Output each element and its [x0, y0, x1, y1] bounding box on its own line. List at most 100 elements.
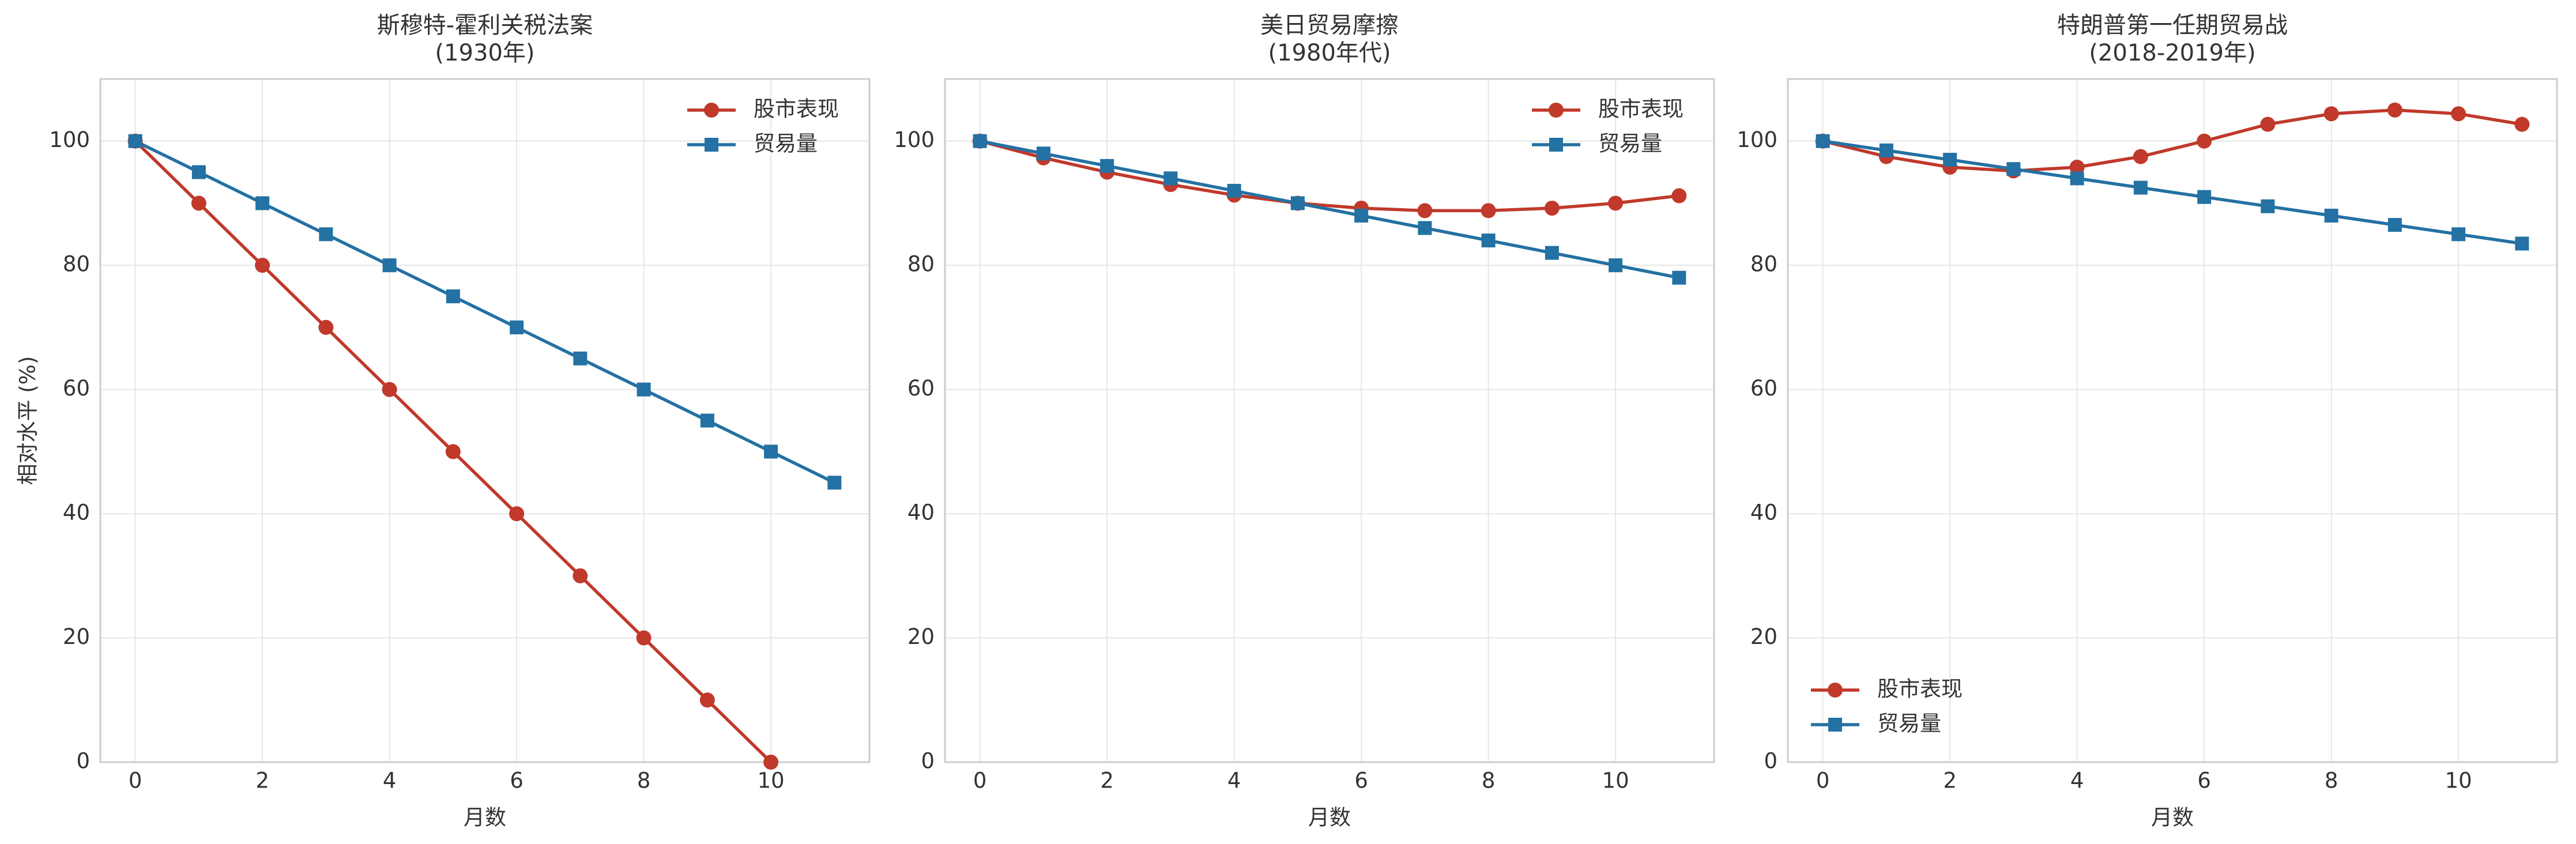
marker — [827, 476, 842, 490]
chart-title: 美日贸易摩擦 — [1260, 12, 1399, 39]
marker — [636, 630, 651, 646]
marker — [319, 227, 333, 242]
marker — [509, 506, 525, 522]
marker — [382, 258, 397, 273]
marker — [128, 134, 142, 148]
marker — [1036, 146, 1050, 161]
y-tick-label: 60 — [63, 376, 90, 401]
x-tick-label: 8 — [1482, 768, 1496, 793]
marker — [2133, 149, 2148, 164]
marker — [700, 413, 714, 428]
y-axis-label: 相对水平 (%) — [16, 356, 40, 485]
marker — [573, 568, 588, 583]
marker — [1481, 203, 1496, 218]
marker — [1290, 196, 1305, 210]
series-line — [1822, 108, 2522, 173]
marker — [973, 134, 987, 148]
x-axis-label: 月数 — [1308, 805, 1351, 830]
chart-title: 特朗普第一任期贸易战 — [2057, 12, 2288, 39]
plot-area — [945, 79, 1714, 762]
y-tick-label: 100 — [894, 127, 935, 152]
marker — [763, 755, 779, 770]
marker — [1608, 195, 1624, 211]
x-axis-label: 月数 — [2151, 805, 2194, 830]
y-tick-label: 0 — [76, 749, 90, 774]
series-line — [980, 140, 1679, 280]
marker — [2006, 162, 2021, 176]
legend-label: 股市表现 — [754, 97, 839, 122]
x-tick-label: 4 — [1227, 768, 1241, 793]
x-tick-label: 6 — [510, 768, 524, 793]
plot-area — [1788, 79, 2557, 762]
x-tick-label: 6 — [1354, 768, 1368, 793]
marker — [191, 165, 206, 179]
y-tick-label: 20 — [1750, 624, 1777, 649]
chart-title: (2018-2019年) — [2089, 40, 2255, 66]
series-line — [1822, 140, 2522, 246]
marker — [1943, 153, 1957, 167]
marker — [382, 382, 397, 397]
marker — [1609, 258, 1623, 273]
axes-frame — [1787, 78, 2558, 763]
chart-title: (1980年代) — [1268, 40, 1391, 66]
marker — [2261, 199, 2275, 213]
marker — [573, 351, 587, 366]
plot-area — [100, 79, 869, 762]
marker — [1672, 270, 1686, 285]
legend-label: 贸易量 — [1598, 131, 1662, 156]
marker — [510, 320, 524, 334]
marker — [1549, 103, 1564, 118]
marker — [255, 196, 270, 210]
marker — [2069, 159, 2085, 175]
chart-title: 斯穆特-霍利关税法案 — [377, 12, 593, 39]
marker — [2451, 106, 2466, 122]
marker — [1227, 183, 1241, 198]
y-tick-label: 60 — [1750, 376, 1777, 401]
y-tick-label: 100 — [49, 127, 90, 152]
x-tick-label: 2 — [1943, 768, 1957, 793]
marker — [2323, 106, 2339, 122]
marker — [318, 319, 334, 335]
y-tick-label: 80 — [63, 252, 90, 277]
marker — [1544, 201, 1560, 216]
marker — [1879, 143, 1893, 157]
marker — [1100, 159, 1114, 173]
legend-label: 股市表现 — [1598, 97, 1684, 122]
marker — [705, 138, 718, 152]
marker — [1545, 246, 1559, 260]
x-tick-label: 10 — [1602, 768, 1629, 793]
marker — [2387, 218, 2402, 232]
marker — [1163, 171, 1178, 186]
marker — [2197, 133, 2212, 149]
y-tick-label: 80 — [1750, 252, 1777, 277]
marker — [1816, 134, 1830, 148]
y-tick-label: 80 — [907, 252, 935, 277]
marker — [1418, 221, 1432, 235]
marker — [2197, 190, 2212, 204]
marker — [1828, 718, 1842, 732]
y-tick-label: 0 — [1764, 749, 1777, 774]
marker — [445, 444, 461, 459]
series-line — [134, 140, 835, 484]
marker — [2260, 116, 2276, 132]
y-tick-label: 60 — [907, 376, 935, 401]
marker — [255, 258, 270, 273]
series-line — [979, 140, 1679, 213]
x-tick-label: 8 — [2325, 768, 2338, 793]
marker — [2451, 227, 2466, 242]
legend-label: 贸易量 — [754, 131, 818, 156]
x-tick-label: 0 — [973, 768, 987, 793]
x-tick-label: 0 — [1816, 768, 1830, 793]
marker — [704, 103, 719, 118]
marker — [1549, 138, 1563, 152]
x-tick-label: 6 — [2197, 768, 2211, 793]
marker — [699, 692, 715, 708]
y-tick-label: 100 — [1737, 127, 1777, 152]
marker — [2070, 171, 2084, 186]
marker — [1417, 203, 1433, 218]
x-axis-label: 月数 — [464, 805, 506, 830]
x-tick-label: 10 — [2445, 768, 2472, 793]
x-tick-label: 4 — [383, 768, 397, 793]
marker — [2515, 236, 2529, 251]
